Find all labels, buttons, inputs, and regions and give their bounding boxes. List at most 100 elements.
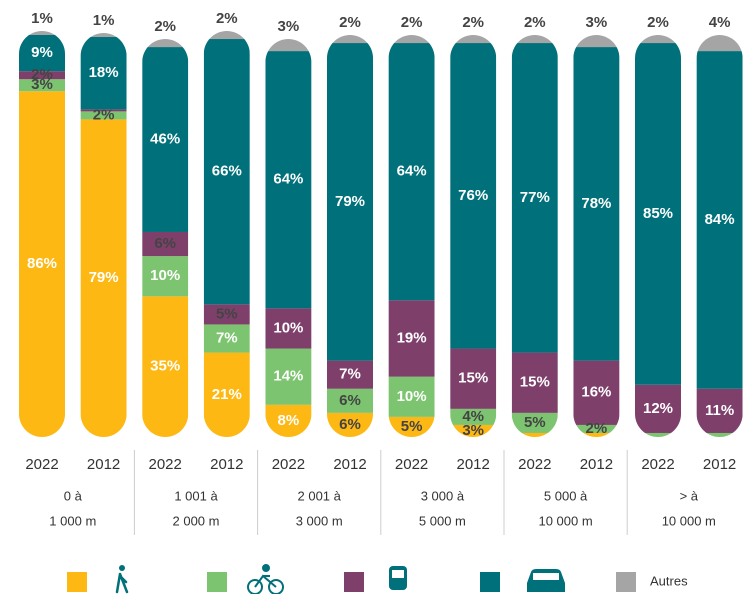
data-label: 35% — [150, 358, 180, 375]
bus-icon — [389, 566, 407, 590]
data-label: 7% — [339, 366, 361, 383]
bar-segment — [265, 39, 312, 52]
data-label: 4% — [462, 408, 484, 425]
bar — [80, 32, 127, 438]
legend-icons — [115, 564, 565, 595]
data-label: 2% — [401, 14, 423, 31]
data-label: 4% — [709, 14, 731, 31]
bar-segment — [696, 51, 743, 389]
bar-segment — [80, 119, 127, 438]
data-label: 79% — [335, 193, 365, 210]
bar-segment — [142, 256, 189, 297]
legend-swatch — [67, 572, 87, 592]
x-tick-label: 2022 — [395, 456, 428, 473]
bar — [327, 35, 373, 437]
bar-segment — [635, 43, 681, 385]
data-label: 2% — [216, 10, 238, 27]
bar-segment — [327, 35, 373, 44]
group-label: 3 000 m — [296, 513, 343, 528]
data-label: 77% — [520, 189, 550, 206]
bar-segment — [573, 424, 620, 433]
x-tick-label: 2012 — [87, 456, 120, 473]
bar-segment — [80, 32, 127, 38]
data-label: 16% — [581, 384, 611, 401]
bar-segment — [696, 35, 743, 52]
group-label: 10 000 m — [662, 513, 716, 528]
data-label: 66% — [212, 163, 242, 180]
bar-segment — [203, 352, 250, 437]
data-label: 64% — [273, 171, 303, 188]
bar-segment — [450, 43, 497, 349]
data-label: 2% — [154, 18, 176, 35]
bar-segment — [450, 408, 497, 425]
bar-segment — [142, 231, 189, 257]
x-tick-label: 2012 — [333, 456, 366, 473]
bar-segment — [511, 35, 558, 44]
bar-segment — [511, 412, 558, 433]
bar-segment — [80, 37, 127, 110]
bar-segment — [19, 91, 65, 437]
bar-segment — [19, 71, 65, 80]
data-label: 5% — [216, 305, 238, 322]
bar-segment — [265, 51, 312, 309]
legend-swatch — [207, 572, 227, 592]
bar-segment — [388, 300, 435, 377]
group-label: 5 000 m — [419, 513, 466, 528]
group-label: 3 000 à — [421, 488, 465, 503]
data-label: 2% — [462, 14, 484, 31]
data-label: 2% — [31, 66, 53, 83]
data-label: 3% — [31, 76, 53, 93]
data-label: 10% — [150, 267, 180, 284]
group-label: 2 001 à — [298, 488, 342, 503]
data-label: 15% — [520, 374, 550, 391]
bar — [265, 39, 312, 437]
data-label: 5% — [401, 418, 423, 435]
x-tick-label: 2012 — [580, 456, 613, 473]
data-label: 19% — [397, 329, 427, 346]
bar-segment — [80, 109, 127, 112]
data-label: 7% — [216, 329, 238, 346]
bar-segment — [635, 35, 681, 44]
bar-segment — [573, 432, 620, 437]
x-tick-label: 2022 — [149, 456, 182, 473]
data-label: 6% — [339, 416, 361, 433]
data-label: 3% — [462, 422, 484, 439]
bar-segment — [635, 432, 681, 437]
data-label: 1% — [93, 12, 115, 29]
data-label: 79% — [89, 269, 119, 286]
bar-segment — [142, 296, 189, 437]
legend-swatch — [344, 572, 364, 592]
x-tick-label: 2022 — [518, 456, 551, 473]
x-tick-label: 2022 — [25, 456, 58, 473]
bar-segment — [573, 35, 620, 48]
bar-segment — [573, 47, 620, 361]
x-tick-label: 2012 — [210, 456, 243, 473]
bike-icon — [247, 564, 284, 595]
walk-icon — [115, 565, 129, 594]
bar-segment — [511, 352, 558, 413]
bar-segment — [19, 35, 65, 72]
bar-segment — [19, 30, 65, 35]
data-label: 8% — [278, 412, 300, 429]
group-label: 0 à — [64, 488, 83, 503]
data-label: 78% — [581, 195, 611, 212]
bar-segment — [19, 79, 65, 92]
bar-segment — [203, 304, 250, 325]
data-label: 46% — [150, 130, 180, 147]
bar-segment — [635, 384, 681, 433]
bar-segment — [80, 111, 127, 120]
bar-segment — [388, 416, 435, 437]
data-label: 3% — [278, 18, 300, 35]
bar-segment — [203, 39, 250, 305]
bar-segment — [696, 388, 743, 433]
data-label: 3% — [586, 14, 608, 31]
car-icon — [527, 569, 565, 592]
data-label: 2% — [524, 14, 546, 31]
x-tick-label: 2022 — [641, 456, 674, 473]
data-label: 15% — [458, 370, 488, 387]
bar — [573, 35, 620, 437]
data-label: 11% — [705, 402, 734, 419]
data-label: 84% — [705, 211, 735, 228]
bar-segment — [450, 348, 497, 409]
